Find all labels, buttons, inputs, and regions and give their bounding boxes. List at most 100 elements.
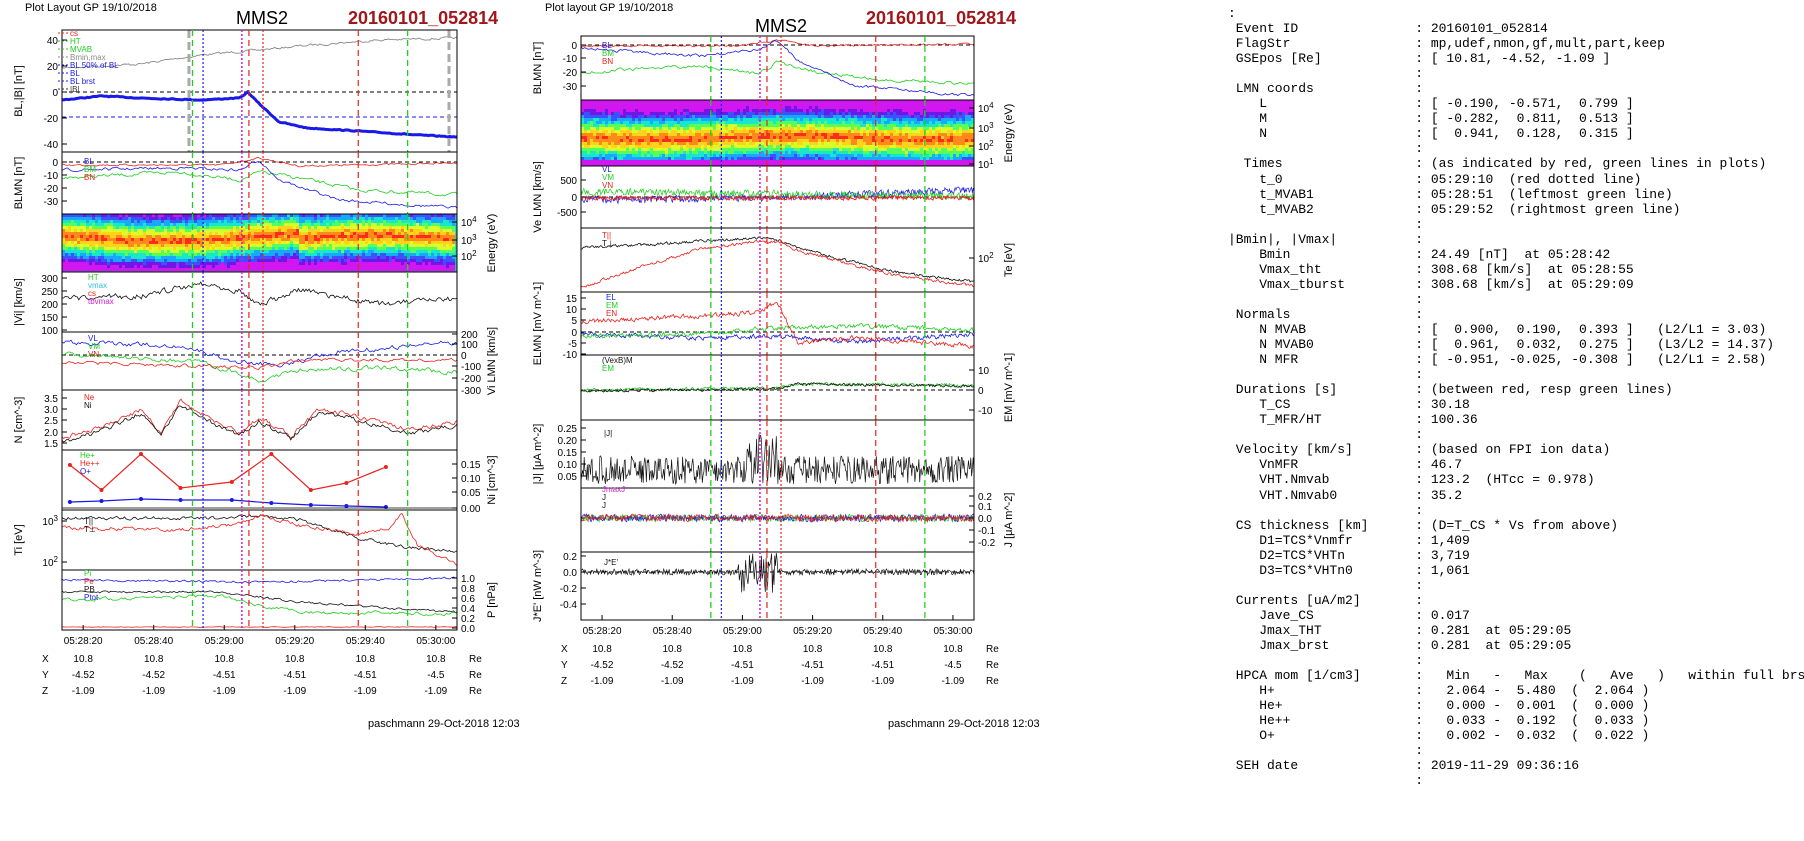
- spectrogram-cell: [248, 253, 252, 257]
- spectrogram-cell: [254, 250, 258, 254]
- spectrogram-cell: [239, 223, 243, 227]
- spectrogram-cell: [671, 145, 675, 149]
- spectrogram-cell: [821, 100, 825, 104]
- spectrogram-cell: [422, 217, 426, 221]
- spectrogram-cell: [83, 244, 87, 248]
- spectrogram-cell: [410, 235, 414, 239]
- spectrogram-cell: [716, 127, 720, 131]
- spectrogram-cell: [290, 250, 294, 254]
- spectrogram-cell: [593, 115, 597, 119]
- spectrogram-cell: [734, 103, 738, 107]
- spectrogram-cell: [815, 100, 819, 104]
- spectrogram-cell: [680, 106, 684, 110]
- data-point: [67, 463, 72, 467]
- spectrogram-cell: [746, 106, 750, 110]
- spectrogram-cell: [866, 109, 870, 113]
- spectrogram-cell: [89, 214, 93, 218]
- spectrogram-cell: [338, 214, 342, 218]
- spectrogram-cell: [836, 151, 840, 155]
- spectrogram-cell: [602, 160, 606, 164]
- spectrogram-cell: [185, 265, 189, 269]
- spectrogram-cell: [338, 268, 342, 272]
- spectrogram-cell: [704, 109, 708, 113]
- spectrogram-cell: [788, 115, 792, 119]
- spectrogram-cell: [134, 262, 138, 266]
- spectrogram-cell: [341, 256, 345, 260]
- spectrogram-cell: [209, 223, 213, 227]
- spectrogram-cell: [752, 133, 756, 137]
- spectrogram-cell: [332, 229, 336, 233]
- spectrogram-cell: [683, 157, 687, 161]
- spectrogram-cell: [317, 217, 321, 221]
- spectrogram-cell: [614, 109, 618, 113]
- spectrogram-cell: [848, 154, 852, 158]
- spectrogram-cell: [422, 265, 426, 269]
- spectrogram-cell: [389, 259, 393, 263]
- spectrogram-cell: [611, 133, 615, 137]
- spectrogram-cell: [344, 217, 348, 221]
- spectrogram-cell: [794, 127, 798, 131]
- spectrogram-cell: [188, 262, 192, 266]
- spectrogram-cell: [743, 151, 747, 155]
- spectrogram-cell: [209, 217, 213, 221]
- spectrogram-cell: [227, 253, 231, 257]
- spectrogram-cell: [419, 229, 423, 233]
- spectrogram-cell: [83, 259, 87, 263]
- spectrogram-cell: [146, 226, 150, 230]
- spectrogram-cell: [230, 262, 234, 266]
- spectrogram-cell: [710, 163, 714, 167]
- spectrogram-cell: [737, 142, 741, 146]
- spectrogram-cell: [782, 109, 786, 113]
- spectrogram-cell: [671, 154, 675, 158]
- spectrogram-cell: [875, 109, 879, 113]
- spectrogram-cell: [302, 241, 306, 245]
- spectrogram-cell: [392, 226, 396, 230]
- spectrogram-cell: [878, 109, 882, 113]
- spectrogram-cell: [749, 151, 753, 155]
- spectrogram-cell: [587, 145, 591, 149]
- spectrogram-cell: [656, 139, 660, 143]
- spectrogram-cell: [392, 256, 396, 260]
- spectrogram-cell: [860, 148, 864, 152]
- spectrogram-cell: [395, 265, 399, 269]
- spectrogram-cell: [236, 232, 240, 236]
- spectrogram-cell: [359, 247, 363, 251]
- spectrogram-cell: [233, 226, 237, 230]
- spectrogram-cell: [839, 106, 843, 110]
- spectrogram-cell: [344, 244, 348, 248]
- spectrogram-cell: [725, 145, 729, 149]
- spectrogram-cell: [443, 262, 447, 266]
- spectrogram-cell: [812, 163, 816, 167]
- spectrogram-cell: [149, 256, 153, 260]
- spectrogram-cell: [674, 127, 678, 131]
- spectrogram-cell: [800, 154, 804, 158]
- spectrogram-cell: [218, 244, 222, 248]
- spectrogram-cell: [617, 136, 621, 140]
- spectrogram-cell: [341, 253, 345, 257]
- spectrogram-cell: [317, 253, 321, 257]
- spectrogram-cell: [740, 112, 744, 116]
- spectrogram-cell: [182, 232, 186, 236]
- spectrogram-cell: [416, 217, 420, 221]
- spectrogram-cell: [323, 259, 327, 263]
- spectrogram-cell: [296, 223, 300, 227]
- spectrogram-cell: [782, 130, 786, 134]
- spectrogram-cell: [74, 232, 78, 236]
- spectrogram-cell: [284, 241, 288, 245]
- spectrogram-cell: [734, 154, 738, 158]
- spectrogram-cell: [734, 121, 738, 125]
- spectrogram-cell: [284, 253, 288, 257]
- spectrogram-cell: [704, 124, 708, 128]
- spectrogram-cell: [167, 265, 171, 269]
- spectrogram-cell: [302, 262, 306, 266]
- spectrogram-cell: [89, 259, 93, 263]
- spectrogram-cell: [287, 265, 291, 269]
- spectrogram-cell: [239, 250, 243, 254]
- spectrogram-cell: [131, 217, 135, 221]
- spectrogram-cell: [215, 235, 219, 239]
- spectrogram-cell: [128, 232, 132, 236]
- spectrogram-cell: [368, 259, 372, 263]
- spectrogram-cell: [761, 157, 765, 161]
- spectrogram-cell: [389, 220, 393, 224]
- spectrogram-cell: [605, 154, 609, 158]
